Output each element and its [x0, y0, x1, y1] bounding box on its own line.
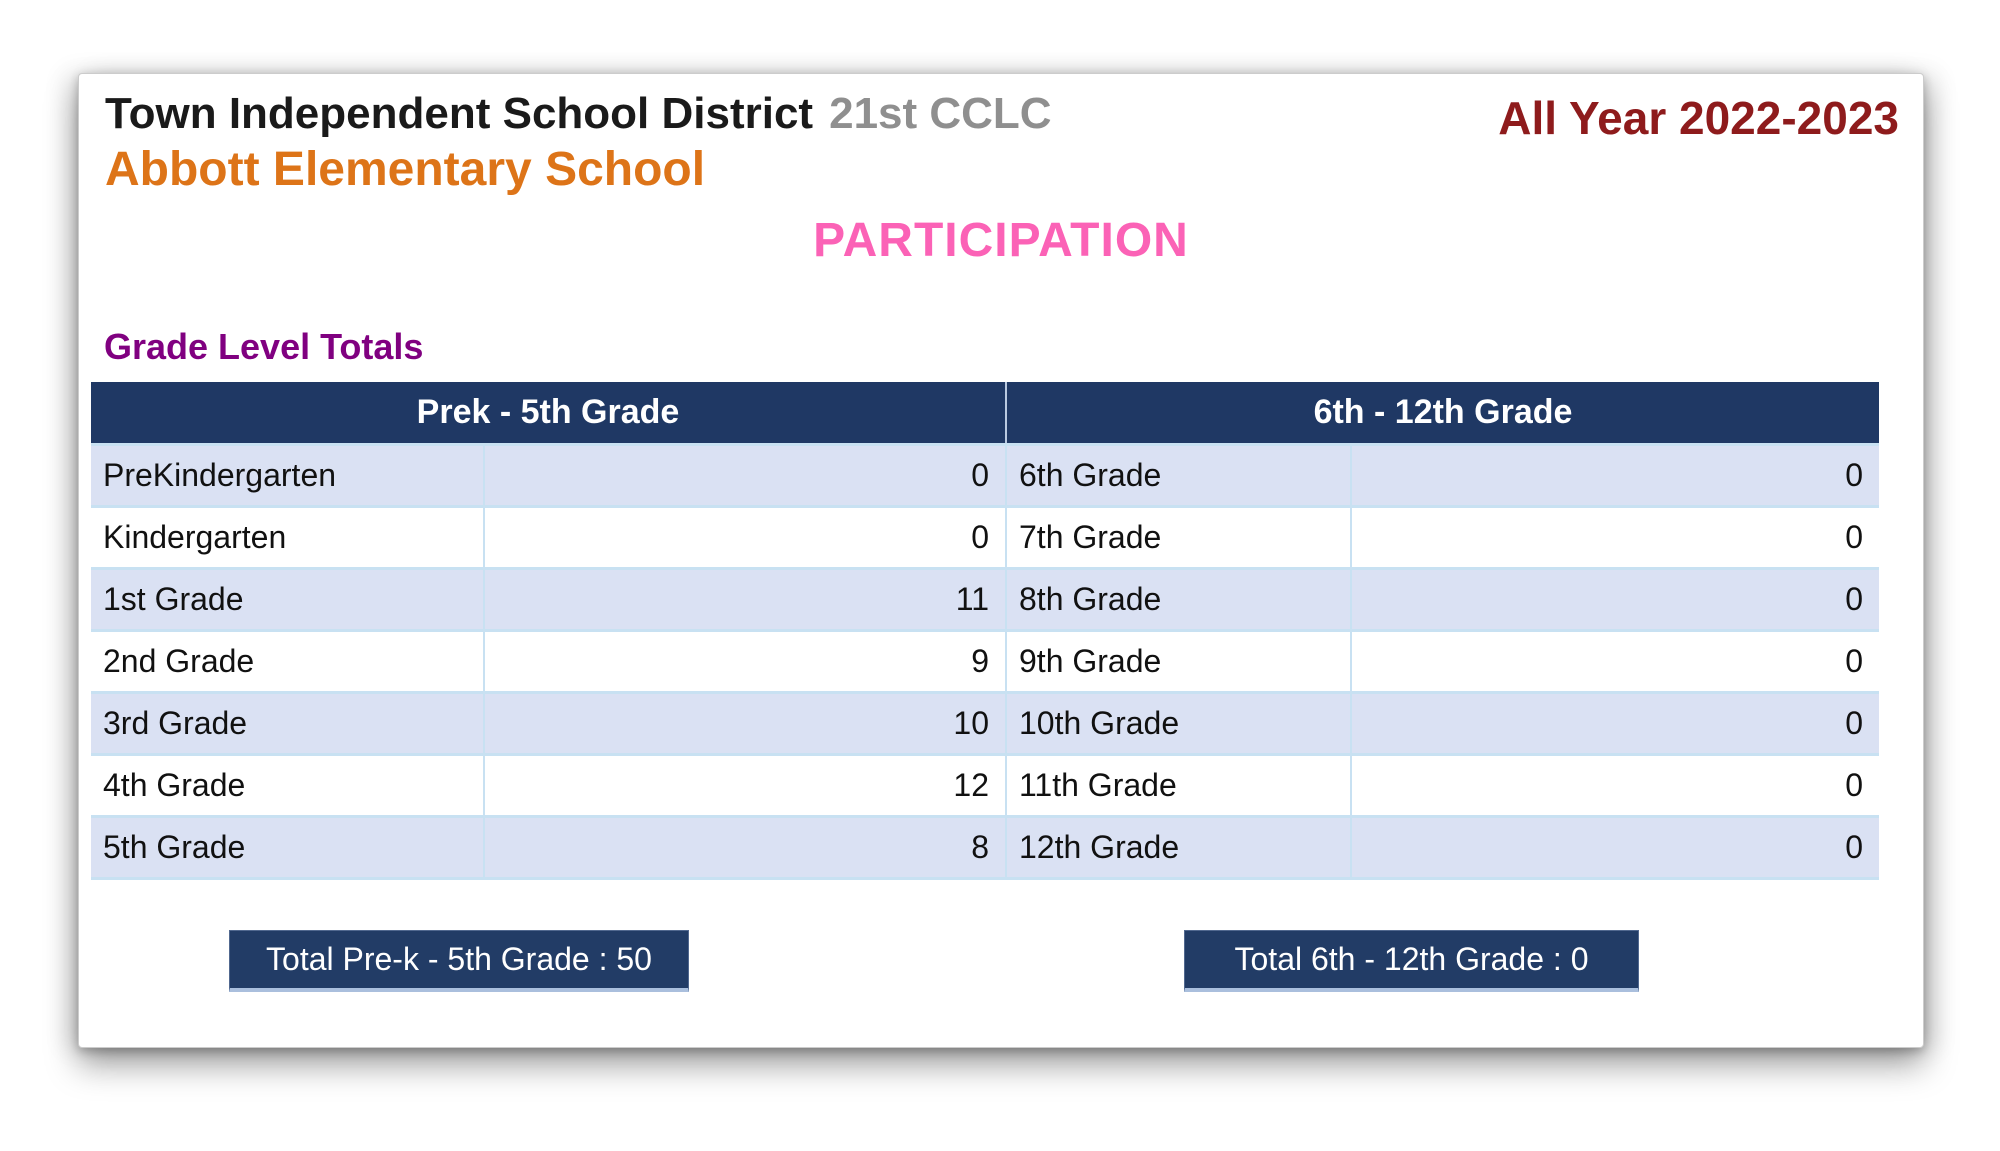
grade-value-left: 11	[484, 568, 1007, 633]
report-header: Town Independent School District 21st CCL…	[79, 74, 1923, 197]
grade-table-body: PreKindergarten 0 6th Grade 0 Kindergarten 0 7…	[91, 444, 1879, 881]
grade-value-left: 0	[484, 444, 1007, 509]
column-header-prek-5th: Prek - 5th Grade	[91, 381, 1006, 447]
table-row: PreKindergarten 0 6th Grade 0	[91, 444, 1879, 509]
grade-label-right: 6th Grade	[1006, 444, 1352, 509]
grade-value-left: 8	[484, 816, 1007, 881]
grade-value-left: 10	[484, 692, 1007, 757]
school-name: Abbott Elementary School	[105, 142, 706, 196]
grade-value-left: 9	[484, 630, 1007, 695]
district-title: Town Independent School District	[105, 89, 814, 138]
grade-value-right: 0	[1351, 444, 1879, 509]
report-period: All Year 2022-2023	[1498, 92, 1899, 144]
district-line: Town Independent School District 21st CCL…	[105, 89, 1052, 140]
grade-label-left: 3rd Grade	[91, 692, 485, 757]
grade-value-right: 0	[1351, 816, 1879, 881]
table-row: 3rd Grade 10 10th Grade 0	[91, 692, 1879, 757]
grade-value-right: 0	[1351, 754, 1879, 819]
grade-label-right: 12th Grade	[1006, 816, 1352, 881]
grade-label-right: 7th Grade	[1006, 506, 1352, 571]
total-6th-12th-box: Total 6th - 12th Grade : 0	[1184, 930, 1639, 993]
program-label: 21st CCLC	[829, 89, 1052, 138]
total-prek-5th-box: Total Pre-k - 5th Grade : 50	[229, 930, 689, 993]
column-header-6th-12th: 6th - 12th Grade	[1005, 381, 1879, 447]
report-card: Town Independent School District 21st CCL…	[78, 73, 1924, 1048]
grade-label-left: 5th Grade	[91, 816, 485, 881]
totals-row: Total Pre-k - 5th Grade : 50 Total 6th -…	[79, 930, 1923, 993]
grade-value-right: 0	[1351, 630, 1879, 695]
header-left: Town Independent School District 21st CCL…	[105, 89, 1052, 197]
grade-value-right: 0	[1351, 506, 1879, 571]
grade-label-left: PreKindergarten	[91, 444, 485, 509]
grade-value-left: 12	[484, 754, 1007, 819]
page-title: PARTICIPATION	[813, 213, 1189, 267]
grade-label-left: 1st Grade	[91, 568, 485, 633]
table-row: 1st Grade 11 8th Grade 0	[91, 568, 1879, 633]
grade-value-right: 0	[1351, 568, 1879, 633]
grade-label-right: 11th Grade	[1006, 754, 1352, 819]
grade-table-header: Prek - 5th Grade 6th - 12th Grade	[91, 381, 1879, 447]
grade-label-right: 10th Grade	[1006, 692, 1352, 757]
grade-label-left: Kindergarten	[91, 506, 485, 571]
table-row: 4th Grade 12 11th Grade 0	[91, 754, 1879, 819]
grade-label-left: 2nd Grade	[91, 630, 485, 695]
table-row: 2nd Grade 9 9th Grade 0	[91, 630, 1879, 695]
table-row: 5th Grade 8 12th Grade 0	[91, 816, 1879, 881]
grade-label-right: 9th Grade	[1006, 630, 1352, 695]
grade-label-right: 8th Grade	[1006, 568, 1352, 633]
grade-level-table: Prek - 5th Grade 6th - 12th Grade PreKin…	[91, 381, 1879, 881]
section-title: Grade Level Totals	[104, 325, 424, 367]
table-row: Kindergarten 0 7th Grade 0	[91, 506, 1879, 571]
grade-label-left: 4th Grade	[91, 754, 485, 819]
grade-value-right: 0	[1351, 692, 1879, 757]
grade-value-left: 0	[484, 506, 1007, 571]
